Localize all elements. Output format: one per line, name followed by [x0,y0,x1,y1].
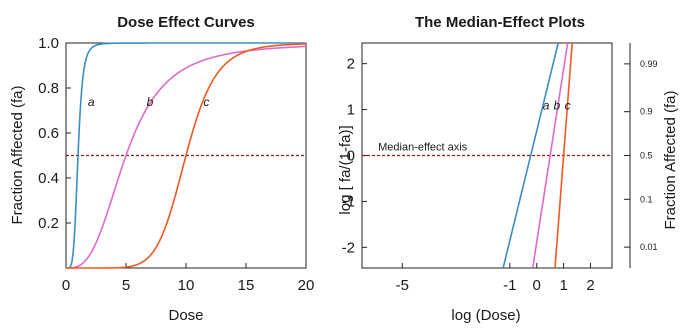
series-line-b [531,42,569,269]
x-tick-label: 0 [533,277,541,294]
x-tick-label: 0 [62,277,70,294]
series-label-a: a [88,95,95,109]
series-label-b: b [554,99,561,113]
y-tick-label: 1.0 [38,35,59,52]
dose-effect-chart: Dose Effect Curves 0 5 10 15 20 0.2 0.4 0.6 0.8 1… [9,14,314,324]
x-tick-label: -5 [396,277,409,294]
x-tick-label: 5 [122,277,130,294]
secondary-y-axis-label: Fraction Affected (fa) [662,91,679,230]
y-tick-label: 0.8 [38,80,59,97]
y-axis-label: Fraction Affected (fa) [9,86,26,225]
secondary-y-tick-label: 0.1 [640,194,653,204]
series-line-b [66,45,307,269]
plot-area: 0 5 10 15 20 0.2 0.4 0.6 0.8 1.0 a b c [38,35,314,294]
x-tick-label: 2 [586,277,594,294]
x-tick-label: 20 [298,277,315,294]
series-line-c [554,42,574,269]
y-tick-label: 0 [347,148,355,165]
y-tick-label: -1 [342,193,355,210]
y-tick-label: 0.4 [38,170,59,187]
y-tick-label: 2 [347,56,355,73]
x-tick-label: 10 [178,277,195,294]
y-tick-label: 0.6 [38,125,59,142]
series-label-a: a [543,99,550,113]
x-axis-label: log (Dose) [451,307,520,324]
secondary-y-tick-label: 0.5 [640,151,653,161]
x-axis-label: Dose [168,307,203,324]
y-axis-label: log [ fa/(1-fa)] [337,125,354,214]
plot-area: -5 -1 0 1 2 -2 -1 0 1 2 0.01 0.1 0.5 0.9 0.99 Median-ef… [342,42,658,294]
y-tick-label: 0.2 [38,215,59,232]
secondary-y-tick-label: 0.01 [640,242,658,252]
chart-title: Dose Effect Curves [117,14,255,31]
secondary-y-tick-label: 0.9 [640,107,653,117]
median-effect-chart: The Median-Effect Plots -5 -1 0 1 2 -2 -1 0 1 2 0.… [337,14,679,324]
series-line-a [66,42,306,269]
secondary-y-tick-label: 0.99 [640,59,658,69]
series-line-a [502,42,560,269]
x-tick-label: 1 [559,277,567,294]
y-tick-label: -2 [342,239,355,256]
series-label-c: c [565,99,571,113]
series-label-b: b [147,95,154,109]
series-label-c: c [203,95,209,109]
x-tick-label: 15 [238,277,255,294]
chart-title: The Median-Effect Plots [415,14,585,31]
median-effect-axis-annotation: Median-effect axis [378,142,468,154]
series-line-c [66,43,307,269]
y-tick-label: 1 [347,102,355,119]
x-tick-label: -1 [503,277,516,294]
